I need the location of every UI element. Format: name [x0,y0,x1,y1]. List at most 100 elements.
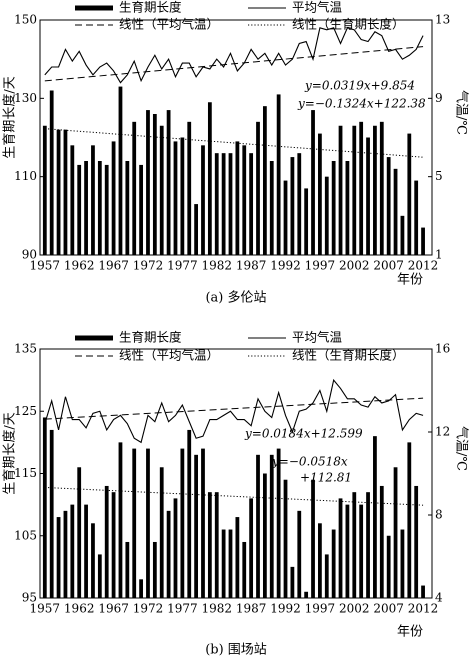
x-tick-label: 1977 [167,259,198,273]
y-tick-label: 110 [14,169,37,183]
bar [276,94,281,256]
bar [42,125,47,255]
bar [77,164,82,255]
bar [132,448,137,598]
series-line [44,128,424,158]
series-line [44,46,424,82]
bar [221,153,226,255]
x-tick-label: 1982 [201,602,232,616]
equation: y=0.0184x+12.599 [244,427,363,441]
y-axis-label: 生育期长度/天 [2,412,18,494]
y-tick-label: 130 [14,91,37,105]
x-tick-label: 1992 [270,259,301,273]
bar [318,133,322,255]
series-line [44,486,424,506]
bar [173,498,178,598]
legend-label: 平均气温 [292,330,343,345]
bar [214,153,219,255]
bar [290,566,295,598]
bar [173,141,178,255]
bar [125,161,130,255]
bar [352,125,357,255]
y-tick-label: 115 [14,466,37,480]
x-tick-label: 1962 [64,259,95,273]
y2-tick-label: 1 [435,248,443,262]
legend-label: 生育期长度 [119,0,182,15]
x-axis-label: 年份 [397,625,423,640]
x-tick-label: 1992 [270,602,301,616]
bar [84,504,88,598]
bar [201,448,205,598]
bar [228,153,233,255]
y-tick-label: 125 [14,404,37,418]
bar [352,492,357,598]
bar [159,125,164,255]
x-tick-label: 1972 [133,259,164,273]
y2-tick-label: 4 [435,591,443,605]
bar [338,498,343,598]
series-line [44,378,424,444]
bar [49,90,54,255]
bar [324,554,329,598]
bar [331,529,336,598]
bar [166,110,171,255]
bar [97,554,102,598]
x-tick-label: 2002 [339,259,370,273]
bar [111,141,116,255]
bar [42,417,47,598]
bar [262,473,267,598]
bar [297,153,302,255]
bar [345,504,350,598]
bar [283,479,288,598]
x-tick-label: 1957 [30,602,61,616]
y-axis-label: 生育期长度/天 [2,76,18,158]
caption: (a) 多伦站 [205,290,266,306]
bar [324,176,329,255]
y-tick-label: 105 [14,528,37,542]
bar [152,114,157,255]
legend-swatch [75,5,113,11]
y2-axis-label: 气温/℃ [454,90,470,135]
bar [304,188,309,255]
bar [242,541,247,598]
bar [373,436,377,598]
bar [63,510,68,598]
x-tick-label: 1977 [167,602,198,616]
bar [132,121,137,255]
bar [290,157,295,255]
x-tick-label: 1957 [30,259,61,273]
bar [56,129,61,255]
legend-label: 生育期长度 [119,330,182,345]
bar [379,121,384,255]
x-tick-label: 2007 [373,602,404,616]
bar [276,448,281,598]
bar [338,125,343,255]
bar [146,448,150,598]
bar [125,541,130,598]
bar [187,121,192,255]
series-line [44,397,424,420]
bar [104,485,109,598]
legend-label: 线性（平均气温） [119,17,219,32]
bar [331,161,336,255]
equation: +112.81 [300,471,352,485]
bar [407,133,412,255]
bar [379,485,384,598]
bar [256,121,260,255]
bar [194,454,199,598]
bar [269,161,274,255]
bar [249,498,254,598]
bar [256,454,260,598]
legend-swatch [75,335,113,341]
x-tick-label: 1967 [98,602,129,616]
bar [393,168,398,255]
bar [201,145,205,255]
bar [49,429,54,598]
bar [421,585,425,598]
bar [70,145,75,255]
y-tick-label: 95 [22,591,37,605]
y-tick-label: 135 [14,342,37,356]
bar [269,454,274,598]
bar [386,157,391,255]
bar [359,504,364,598]
